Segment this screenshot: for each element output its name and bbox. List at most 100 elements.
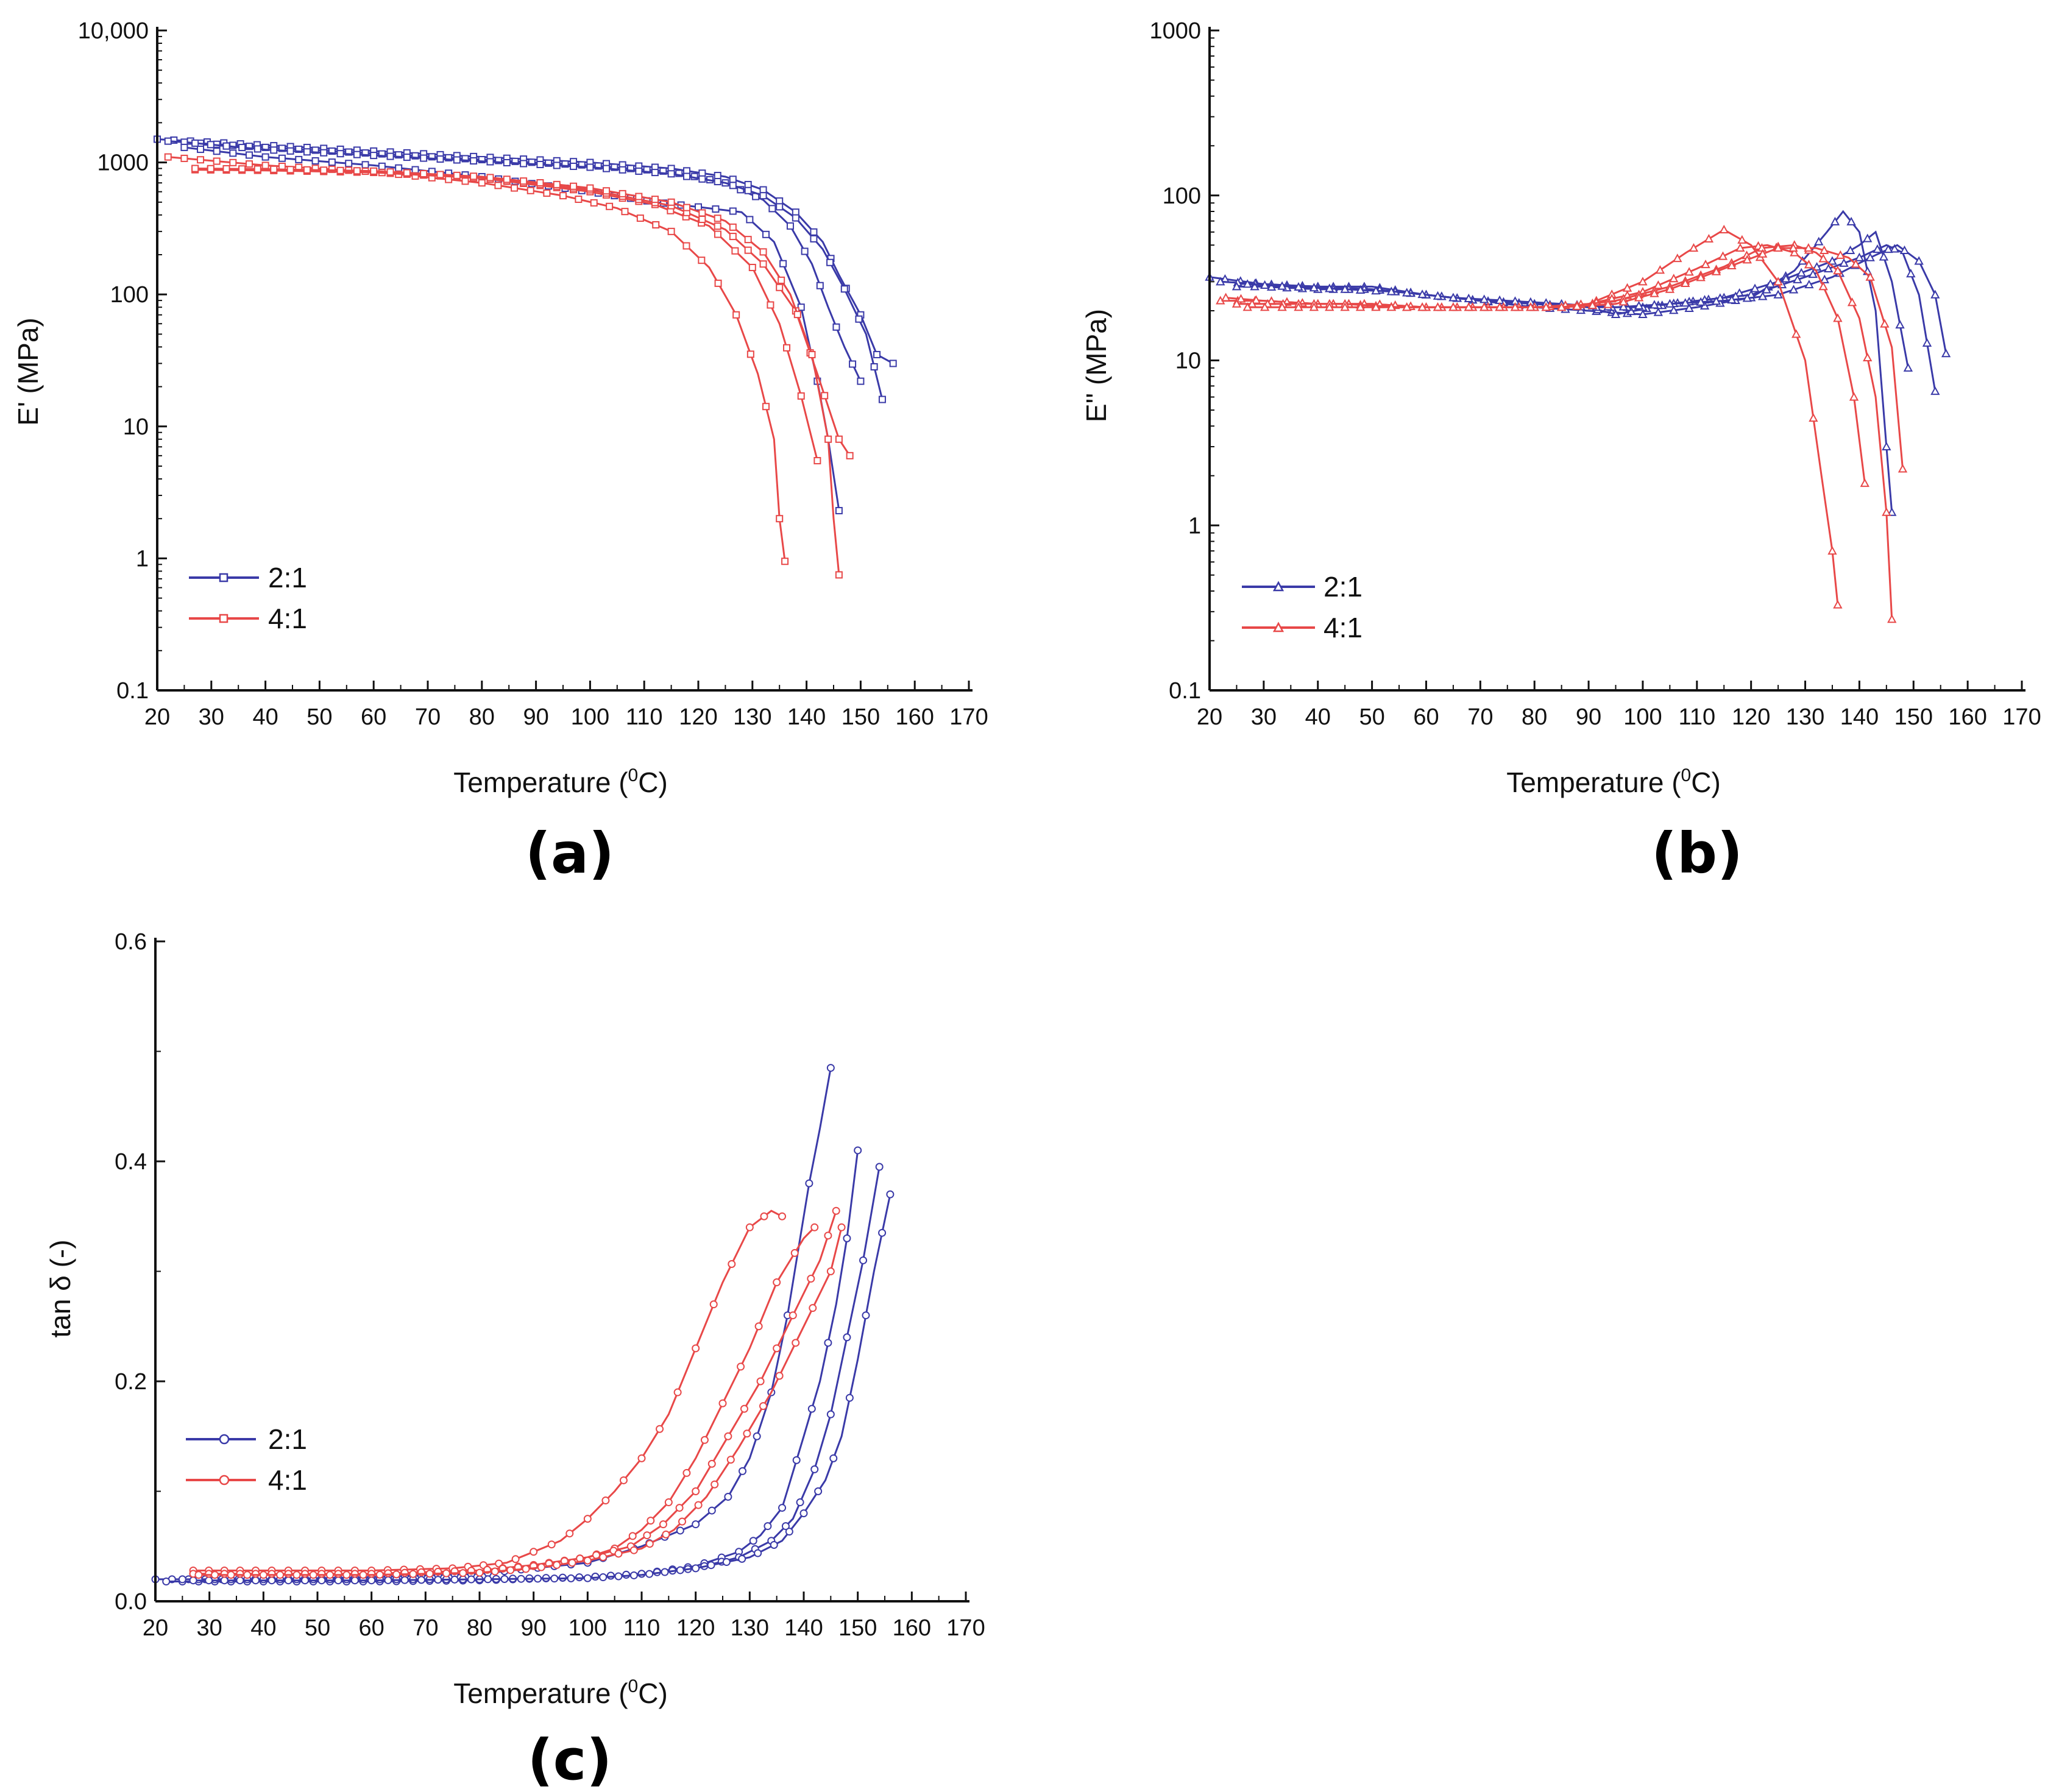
legend-label-4-1: 4:1: [1324, 612, 1363, 643]
data-point: [781, 558, 789, 565]
data-point: [292, 1571, 301, 1579]
data-point: [286, 166, 294, 174]
data-point: [776, 515, 784, 523]
x-tick-label: 140: [787, 704, 826, 730]
panel-b-axes: 20 30 40 50 60 70 80 90 100 110 120 130 140 150 160 170…: [1149, 18, 2041, 730]
data-point: [1611, 309, 1621, 319]
data-point: [759, 192, 767, 200]
data-point: [732, 311, 740, 319]
data-point: [197, 156, 205, 164]
data-point: [635, 193, 643, 200]
data-point: [759, 1402, 767, 1411]
data-point: [227, 1571, 235, 1579]
data-point: [545, 159, 553, 167]
data-point: [776, 283, 784, 291]
data-point: [220, 1576, 229, 1585]
data-point: [220, 1570, 229, 1578]
panel-a-label: (a): [525, 821, 614, 886]
x-tick-label: 170: [949, 704, 988, 730]
data-point: [486, 158, 494, 166]
data-point: [478, 179, 486, 187]
data-point: [792, 1339, 800, 1347]
data-point: [621, 208, 629, 216]
data-point: [303, 148, 311, 156]
data-point: [801, 247, 809, 255]
data-point: [645, 1540, 654, 1548]
data-point: [762, 403, 770, 411]
data-point: [785, 1528, 793, 1536]
data-point: [744, 246, 752, 254]
data-point: [601, 1496, 610, 1505]
data-point: [238, 144, 246, 152]
data-point: [325, 1571, 334, 1579]
series-4-1-sample-7: [1232, 240, 1897, 623]
panel-a-legend: 2:1 4:1: [189, 562, 307, 634]
series-line: [195, 168, 840, 575]
data-point: [1402, 288, 1412, 297]
x-tick-label: 160: [1948, 704, 1986, 730]
data-point: [807, 1275, 815, 1283]
legend-label-2-1: 2:1: [268, 1423, 307, 1455]
data-point: [1689, 243, 1699, 252]
data-point: [207, 141, 214, 149]
data-point: [611, 163, 618, 171]
data-point: [664, 1498, 673, 1507]
data-point: [599, 1553, 608, 1562]
data-point: [824, 1339, 832, 1347]
data-point: [816, 282, 824, 289]
data-point: [622, 1570, 631, 1579]
x-tick-label: 60: [361, 704, 386, 730]
data-point: [536, 160, 544, 168]
data-point: [164, 153, 172, 161]
data-point: [478, 156, 486, 164]
data-point: [213, 157, 221, 165]
data-point: [1650, 300, 1659, 309]
data-point: [759, 260, 767, 268]
data-point: [1294, 302, 1303, 311]
data-point: [786, 222, 794, 230]
data-point: [1669, 274, 1679, 283]
data-point: [211, 1571, 219, 1579]
data-point: [695, 203, 702, 211]
data-point: [270, 146, 278, 154]
data-point: [1216, 277, 1225, 286]
series-4-1-sample-8: [1242, 243, 1908, 473]
data-point: [311, 157, 319, 165]
data-point: [1833, 313, 1843, 322]
x-tick-label: 110: [623, 1615, 661, 1641]
data-point: [718, 1399, 727, 1408]
series-line: [193, 1194, 891, 1582]
data-point: [252, 1570, 260, 1578]
data-point: [779, 260, 787, 267]
data-point: [859, 1256, 868, 1264]
data-point: [862, 1311, 870, 1320]
data-point: [334, 1576, 342, 1585]
data-point: [1340, 284, 1350, 293]
data-point: [805, 1179, 813, 1188]
data-point: [855, 315, 863, 323]
data-point: [575, 1573, 584, 1582]
data-point: [1718, 251, 1728, 260]
data-point: [1655, 265, 1665, 274]
panel-c-xlabel: Temperature (0C): [453, 1676, 668, 1709]
data-point: [707, 1561, 715, 1570]
data-point: [1572, 301, 1582, 310]
data-point: [411, 166, 419, 174]
data-point: [530, 1548, 538, 1556]
x-tick-label: 60: [359, 1615, 385, 1641]
data-point: [409, 1570, 417, 1578]
data-point: [1793, 274, 1802, 283]
data-point: [253, 145, 261, 153]
data-point: [278, 154, 286, 162]
data-point: [1804, 260, 1814, 269]
data-point: [367, 1570, 376, 1578]
data-point: [436, 171, 444, 179]
data-point: [261, 153, 269, 161]
x-tick-label: 50: [1359, 704, 1384, 730]
data-point: [411, 152, 419, 160]
data-point: [767, 301, 774, 309]
data-point: [559, 192, 567, 200]
data-point: [403, 169, 411, 177]
data-point: [783, 344, 791, 352]
data-point: [1587, 300, 1598, 310]
